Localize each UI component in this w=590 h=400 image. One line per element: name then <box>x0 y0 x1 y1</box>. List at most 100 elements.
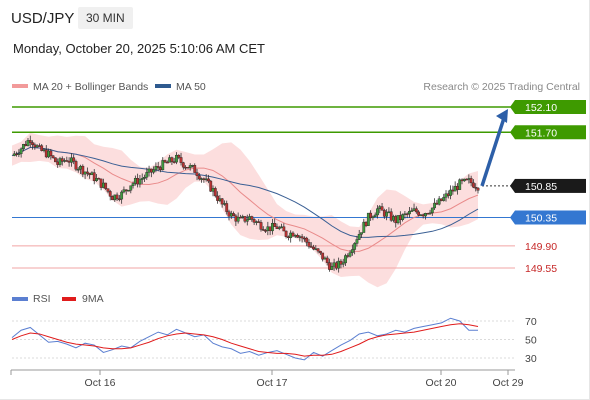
candle-body <box>261 229 265 231</box>
candle-body <box>456 186 459 190</box>
candle-body <box>264 230 267 232</box>
candle-body <box>31 142 34 145</box>
ma50-legend-label: MA 50 <box>176 81 206 93</box>
timeframe-button[interactable]: 30 MIN <box>78 7 133 29</box>
candle-body <box>433 202 436 209</box>
candle-body <box>170 157 174 162</box>
candle-body <box>95 178 98 181</box>
ma20-line <box>11 146 479 252</box>
candle-body <box>223 203 226 205</box>
candle-body <box>108 191 112 197</box>
candle-body <box>403 213 407 215</box>
credit-text: Research © 2025 Trading Central <box>423 81 580 93</box>
candle-body <box>88 173 92 176</box>
candle-body <box>227 211 231 217</box>
candle-body <box>145 172 149 178</box>
candle-body <box>216 195 219 201</box>
candle-body <box>245 219 249 222</box>
candle-body <box>17 153 21 155</box>
candle-body <box>69 157 73 163</box>
moving-averages <box>11 146 479 252</box>
candle-body <box>124 189 128 191</box>
candle-body <box>186 167 190 169</box>
candle-body <box>200 178 203 180</box>
candle-body <box>26 140 30 146</box>
candle-body <box>323 257 327 260</box>
candle-body <box>401 214 405 220</box>
candle-body <box>355 239 359 244</box>
candle-body <box>138 179 142 185</box>
candle-body <box>430 207 434 214</box>
candle-body <box>300 236 304 239</box>
time-tick-label: Oct 17 <box>257 377 288 389</box>
candle-body <box>12 153 16 156</box>
candle-body <box>318 250 322 254</box>
projection-arrow-head <box>496 109 508 123</box>
rsi-tick-50: 50 <box>525 335 537 347</box>
price-levels <box>12 106 515 269</box>
candle-body <box>312 246 315 250</box>
level-tag-pointer-152.10 <box>510 100 515 114</box>
candle-body <box>33 144 37 148</box>
candle-body <box>58 158 62 165</box>
candle-body <box>337 260 341 269</box>
candle-body <box>85 171 89 174</box>
candle-body <box>76 168 80 171</box>
candle-body <box>47 150 50 158</box>
candle-body <box>65 160 69 162</box>
candle-body <box>328 262 331 270</box>
candle-body <box>213 188 217 197</box>
candle-body <box>440 198 443 201</box>
candle-body <box>435 202 439 205</box>
candle-body <box>218 198 222 201</box>
time-axis: Oct 16 Oct 17 Oct 20 Oct 29 <box>10 369 524 389</box>
candle-body <box>291 232 295 237</box>
rsi-ma9-line <box>11 323 479 357</box>
candle-body <box>136 178 140 185</box>
candle-body <box>465 178 468 181</box>
candle-body <box>22 144 25 150</box>
candle-body <box>453 186 457 192</box>
candle-body <box>353 243 357 250</box>
level-labels: 152.10 151.70 150.85 150.35 149.90 149.55 <box>510 100 586 275</box>
level-label-149.55: 149.55 <box>525 263 557 275</box>
level-tag-pointer-150.35 <box>510 210 515 225</box>
candle-body <box>380 206 384 211</box>
candle-body <box>458 179 462 190</box>
candle-body <box>225 203 229 212</box>
level-label-152.10: 152.10 <box>525 102 557 114</box>
candle-body <box>248 216 251 220</box>
level-tag-pointer-150.85 <box>510 178 515 193</box>
candle-body <box>15 153 18 156</box>
candle-body <box>298 236 302 238</box>
candle-body <box>255 221 258 223</box>
candle-body <box>266 226 270 231</box>
candle-body <box>92 172 96 181</box>
candle-body <box>156 166 160 168</box>
candle-body <box>321 252 325 260</box>
rsi-panel: 70 50 30 <box>11 316 537 365</box>
candle-body <box>296 234 299 238</box>
candle-body <box>74 161 78 170</box>
candle-body <box>398 215 402 220</box>
bollinger-bands <box>12 132 478 288</box>
top-bar: USD/JPY 30 MIN <box>0 0 590 36</box>
candle-body <box>181 162 185 168</box>
candle-body <box>44 149 48 158</box>
time-tick-label: Oct 29 <box>493 377 524 389</box>
candle-body <box>122 189 126 193</box>
candle-body <box>392 216 395 221</box>
candle-body <box>289 232 293 239</box>
candle-body <box>325 257 329 263</box>
candle-body <box>426 213 430 215</box>
candle-body <box>19 148 23 154</box>
candle-body <box>385 211 389 217</box>
candle-body <box>419 214 423 217</box>
candle-body <box>373 214 377 217</box>
candle-body <box>241 216 245 218</box>
candle-body <box>307 242 311 247</box>
candle-body <box>113 194 117 201</box>
candle-body <box>282 226 286 232</box>
level-label-150.35: 150.35 <box>525 212 557 224</box>
candle-body <box>154 166 158 170</box>
